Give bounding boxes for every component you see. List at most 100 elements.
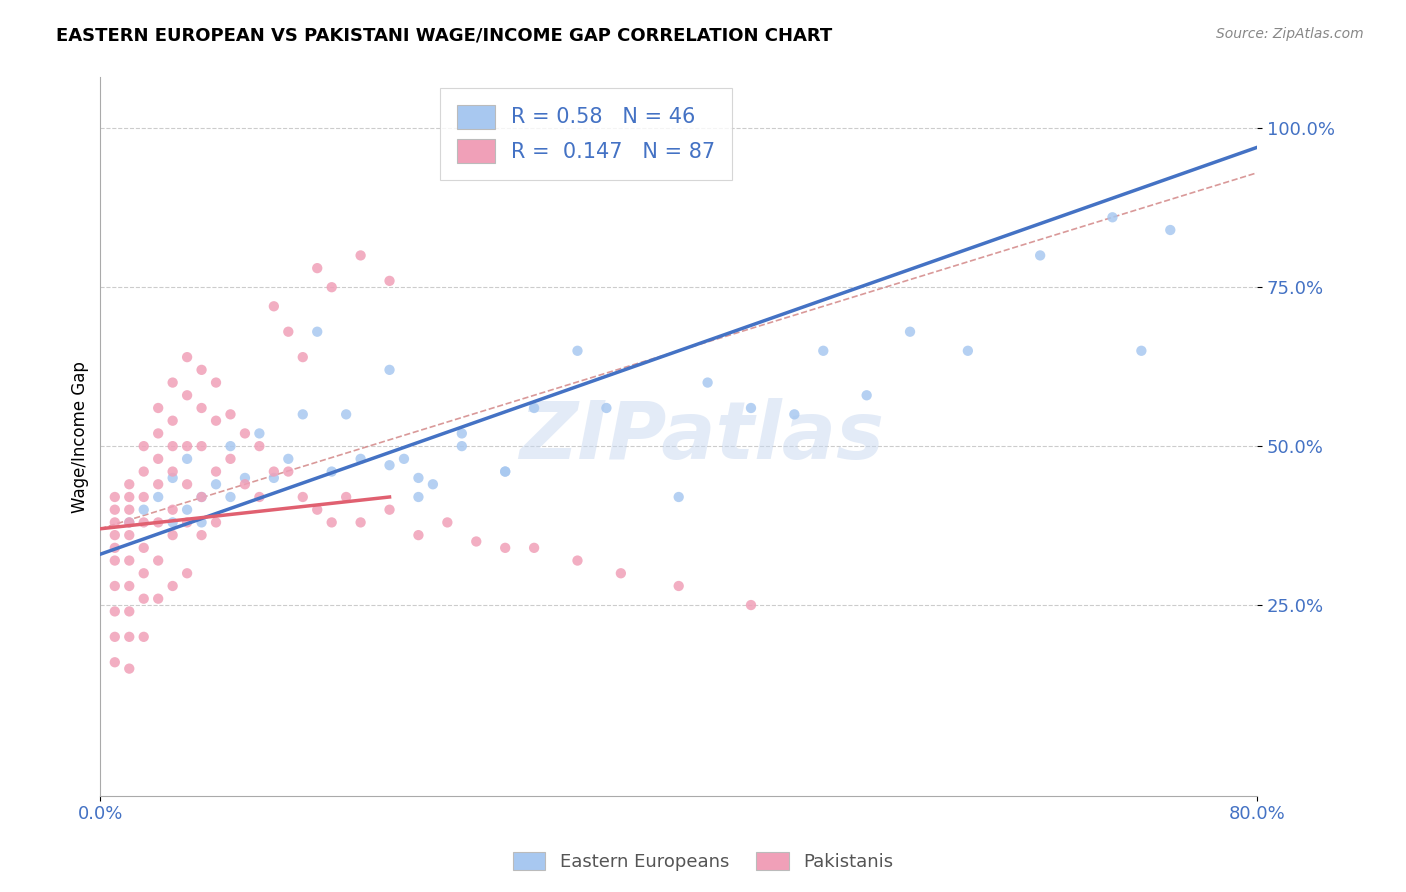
Point — [233, 477, 256, 491]
Point — [247, 426, 270, 441]
Point — [307, 261, 329, 276]
Point — [118, 604, 141, 618]
Point — [335, 408, 357, 422]
Text: ZIPatlas: ZIPatlas — [519, 398, 884, 475]
Point — [162, 502, 184, 516]
Point — [450, 439, 472, 453]
Point — [595, 401, 617, 415]
Point — [162, 516, 184, 530]
Point — [465, 534, 488, 549]
Point — [291, 350, 314, 364]
Point — [132, 490, 155, 504]
Point — [263, 299, 285, 313]
Point — [176, 439, 198, 453]
Point — [1130, 343, 1153, 358]
Point — [408, 528, 430, 542]
Point — [378, 363, 401, 377]
Point — [176, 566, 198, 581]
Point — [190, 363, 212, 377]
Point — [494, 465, 516, 479]
Point — [190, 401, 212, 415]
Point — [523, 541, 546, 555]
Point — [118, 528, 141, 542]
Point — [291, 408, 314, 422]
Point — [104, 541, 127, 555]
Legend: R = 0.58   N = 46, R =  0.147   N = 87: R = 0.58 N = 46, R = 0.147 N = 87 — [440, 87, 733, 179]
Point — [148, 490, 170, 504]
Point — [1029, 248, 1052, 262]
Point — [567, 553, 589, 567]
Point — [740, 401, 762, 415]
Point — [219, 451, 242, 466]
Point — [148, 477, 170, 491]
Point — [104, 655, 127, 669]
Point — [132, 465, 155, 479]
Point — [610, 566, 633, 581]
Point — [450, 426, 472, 441]
Point — [176, 516, 198, 530]
Point — [219, 490, 242, 504]
Point — [422, 477, 444, 491]
Point — [494, 465, 516, 479]
Point — [219, 439, 242, 453]
Point — [378, 458, 401, 473]
Point — [148, 401, 170, 415]
Point — [118, 662, 141, 676]
Point — [263, 471, 285, 485]
Point — [176, 477, 198, 491]
Point — [205, 477, 228, 491]
Point — [855, 388, 877, 402]
Point — [118, 490, 141, 504]
Point — [148, 591, 170, 606]
Point — [132, 502, 155, 516]
Point — [176, 388, 198, 402]
Point — [392, 451, 415, 466]
Point — [118, 502, 141, 516]
Point — [307, 502, 329, 516]
Point — [118, 516, 141, 530]
Point — [118, 516, 141, 530]
Text: EASTERN EUROPEAN VS PAKISTANI WAGE/INCOME GAP CORRELATION CHART: EASTERN EUROPEAN VS PAKISTANI WAGE/INCOM… — [56, 27, 832, 45]
Point — [104, 579, 127, 593]
Point — [104, 516, 127, 530]
Point — [205, 516, 228, 530]
Point — [321, 516, 343, 530]
Point — [118, 553, 141, 567]
Point — [132, 541, 155, 555]
Point — [162, 465, 184, 479]
Point — [190, 439, 212, 453]
Point — [205, 414, 228, 428]
Point — [335, 490, 357, 504]
Point — [783, 408, 806, 422]
Point — [162, 414, 184, 428]
Point — [219, 408, 242, 422]
Point — [162, 579, 184, 593]
Point — [118, 630, 141, 644]
Text: Source: ZipAtlas.com: Source: ZipAtlas.com — [1216, 27, 1364, 41]
Point — [148, 516, 170, 530]
Point — [263, 465, 285, 479]
Point — [104, 604, 127, 618]
Point — [668, 579, 690, 593]
Point — [132, 630, 155, 644]
Point — [104, 630, 127, 644]
Point — [148, 426, 170, 441]
Point — [162, 528, 184, 542]
Point — [291, 490, 314, 504]
Point — [205, 465, 228, 479]
Point — [813, 343, 835, 358]
Point — [277, 325, 299, 339]
Y-axis label: Wage/Income Gap: Wage/Income Gap — [72, 360, 89, 513]
Point — [233, 471, 256, 485]
Point — [898, 325, 921, 339]
Point — [190, 528, 212, 542]
Point — [494, 541, 516, 555]
Point — [436, 516, 458, 530]
Point — [132, 439, 155, 453]
Point — [104, 490, 127, 504]
Point — [307, 325, 329, 339]
Point — [567, 343, 589, 358]
Point — [277, 451, 299, 466]
Point — [696, 376, 718, 390]
Point — [247, 439, 270, 453]
